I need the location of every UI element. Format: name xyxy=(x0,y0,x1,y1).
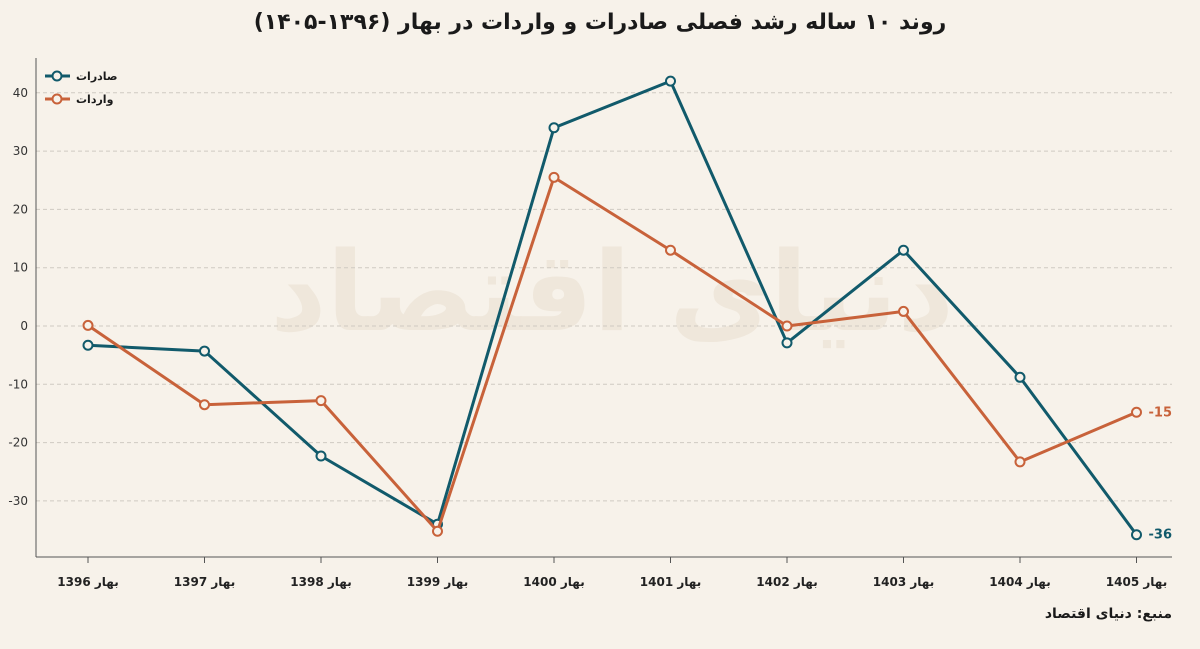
x-tick-label: بهار 1399 xyxy=(407,575,468,589)
y-tick-label: 0 xyxy=(20,319,28,333)
legend-label: واردات xyxy=(76,93,114,106)
data-point xyxy=(82,319,94,331)
y-tick-label: -10 xyxy=(8,377,28,391)
data-point xyxy=(199,345,210,357)
y-tick-label: -30 xyxy=(8,494,28,508)
data-point xyxy=(781,320,793,332)
source-note: منبع: دنیای اقتصاد xyxy=(1044,606,1172,622)
end-value-label: -36 xyxy=(1149,528,1173,543)
data-point xyxy=(898,305,909,317)
data-point xyxy=(1131,406,1142,418)
data-point xyxy=(898,244,909,256)
data-point xyxy=(315,395,327,407)
data-point xyxy=(665,244,676,256)
y-tick-label: -20 xyxy=(8,436,28,450)
x-tick-label: بهار 1401 xyxy=(640,575,701,589)
legend-swatch-marker xyxy=(51,70,63,82)
watermark: دنیای اقتصاد xyxy=(270,228,954,356)
x-tick-label: بهار 1397 xyxy=(174,575,235,589)
x-tick-label: بهار 1405 xyxy=(1106,575,1167,589)
data-point xyxy=(781,337,793,349)
end-value-label: -15 xyxy=(1149,405,1173,420)
data-point xyxy=(1014,371,1026,383)
x-tick-label: بهار 1402 xyxy=(756,575,817,589)
y-tick-label: 20 xyxy=(13,202,28,216)
series-layer: -36 -15 xyxy=(82,75,1173,543)
data-point xyxy=(548,122,560,134)
legend: صادرات واردات xyxy=(45,70,118,106)
chart-title: روند ۱۰ ساله رشد فصلی صادرات و واردات در… xyxy=(253,10,947,35)
y-tick-label: 10 xyxy=(13,261,28,275)
x-tick-label: بهار 1398 xyxy=(290,575,351,589)
data-point xyxy=(665,75,676,87)
grid-lines xyxy=(36,92,1172,502)
data-point xyxy=(548,171,560,183)
x-axis-ticks: بهار 1396 بهار 1397 بهار 1398 بهار 1399 بهار… xyxy=(57,557,1167,589)
data-point xyxy=(1131,529,1142,541)
axes xyxy=(35,58,1172,558)
legend-label: صادرات xyxy=(76,70,118,83)
data-point xyxy=(199,399,210,411)
data-point xyxy=(82,339,94,351)
x-tick-label: بهار 1396 xyxy=(57,575,118,589)
x-tick-label: بهار 1403 xyxy=(873,575,934,589)
x-tick-label: بهار 1400 xyxy=(523,575,584,589)
y-tick-label: 40 xyxy=(13,86,28,100)
data-point xyxy=(432,525,443,537)
x-tick-label: بهار 1404 xyxy=(989,575,1050,589)
y-axis-ticks: -30 -20 -10 0 10 20 30 40 xyxy=(8,86,28,508)
legend-swatch-marker xyxy=(51,93,63,105)
series-line xyxy=(87,175,1138,533)
data-point xyxy=(1014,456,1026,468)
data-point xyxy=(315,450,327,462)
y-tick-label: 30 xyxy=(13,144,28,158)
